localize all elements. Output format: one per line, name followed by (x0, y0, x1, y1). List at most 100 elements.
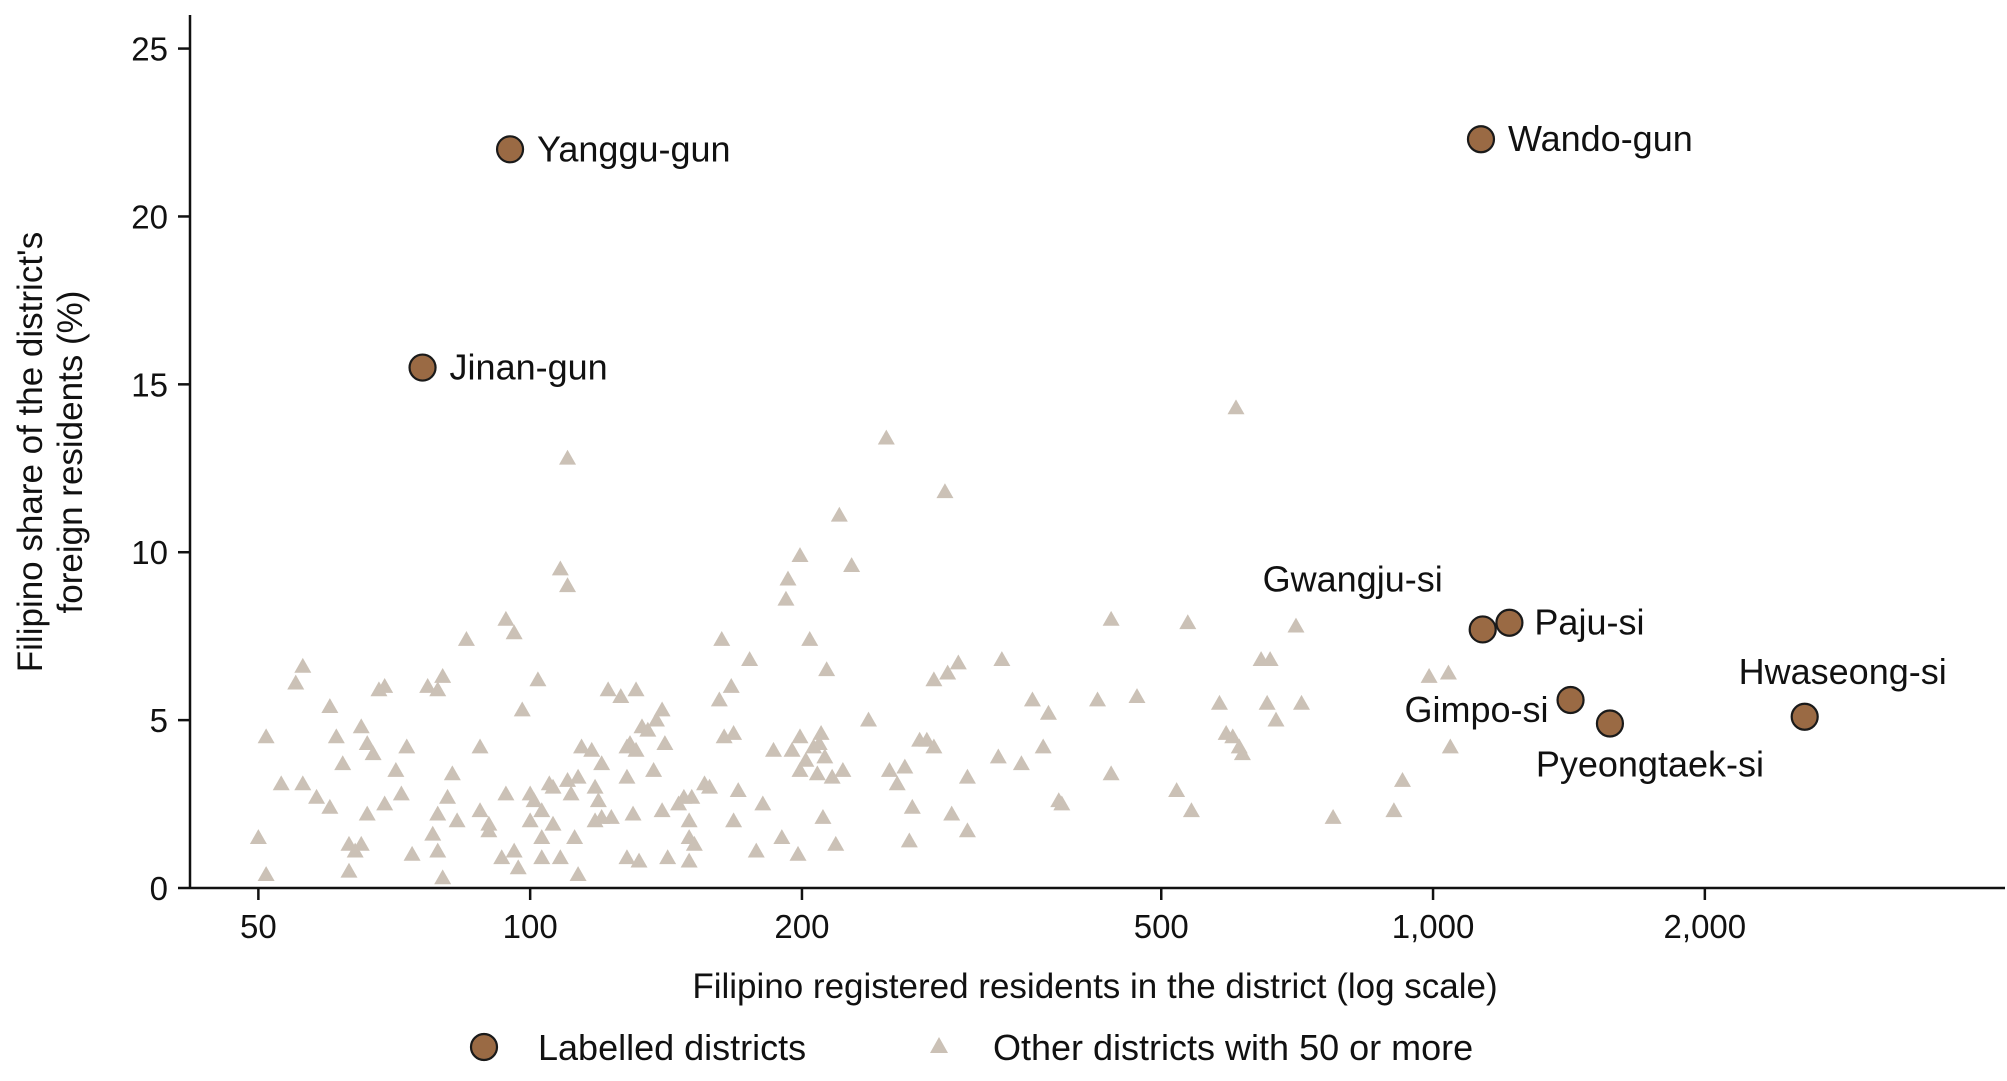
other-district-point (812, 725, 830, 740)
other-district-point (602, 808, 620, 824)
other-district-point (583, 741, 601, 757)
other-district-point (364, 745, 382, 761)
other-district-point (573, 738, 591, 754)
other-district-point (569, 768, 587, 784)
legend-other-marker (930, 1037, 948, 1053)
other-district-point (653, 701, 671, 717)
other-district-point (860, 711, 878, 727)
other-district-point (656, 735, 674, 750)
other-district-point (1224, 728, 1242, 744)
other-district-point (559, 449, 577, 465)
labelled-district-point (1495, 608, 1524, 637)
other-district-point (544, 778, 562, 794)
other-district-point (773, 829, 791, 845)
other-district-point (521, 812, 539, 828)
other-district-point (287, 674, 305, 690)
other-district-point (779, 570, 797, 586)
other-district-point (429, 681, 447, 697)
other-district-point (586, 778, 604, 794)
point-labels: Yanggu-gun Wando-gun Jinan-gun Gwangju-si Pa… (450, 118, 1947, 784)
y-tick-label: 0 (150, 870, 168, 907)
labelled-district-point (495, 135, 525, 164)
other-district-point (294, 775, 312, 791)
other-district-point (958, 822, 976, 838)
x-axis-label: Filipino registered residents in the dis… (692, 967, 1497, 1006)
other-district-point (352, 718, 370, 734)
other-district-point (659, 849, 677, 865)
other-district-point (680, 812, 698, 828)
point-label: Gimpo-si (1405, 689, 1549, 730)
other-district-point (533, 849, 551, 865)
labelled-district-point (1790, 702, 1819, 731)
other-district-point (653, 802, 671, 818)
other-district-point (443, 765, 461, 781)
x-axis-ticks: 50 100 200 500 1,000 2,000 (240, 888, 1746, 945)
other-district-point (439, 788, 457, 804)
other-district-point (789, 845, 807, 861)
other-district-point (1439, 664, 1457, 680)
other-district-point (533, 829, 551, 845)
other-district-point (505, 842, 523, 858)
other-district-point (741, 651, 759, 667)
other-district-point (376, 795, 394, 811)
other-district-point (509, 859, 527, 875)
y-tick-label: 5 (150, 702, 168, 739)
other-district-point (505, 624, 523, 640)
other-district-point (880, 761, 898, 777)
other-district-point (777, 590, 795, 606)
other-district-point (808, 765, 826, 781)
other-district-point (497, 785, 515, 801)
other-district-point (624, 805, 642, 821)
other-district-point (943, 805, 961, 821)
other-district-point (257, 728, 275, 744)
other-district-point (701, 778, 719, 794)
other-district-point (830, 506, 848, 522)
other-district-point (1039, 704, 1057, 720)
legend: Labelled districts Other districts with … (469, 1027, 1473, 1068)
other-district-point (593, 755, 611, 771)
other-district-point (896, 758, 914, 774)
other-district-point (358, 735, 376, 750)
other-district-point (618, 849, 636, 865)
labelled-district-point (1468, 615, 1497, 644)
other-district-point (877, 429, 895, 445)
other-districts-series (249, 399, 1459, 885)
other-district-point (725, 812, 743, 828)
other-district-point (797, 751, 815, 767)
other-district-point (843, 557, 861, 573)
other-district-point (533, 802, 551, 818)
other-district-point (713, 631, 731, 646)
other-district-point (989, 748, 1007, 764)
other-district-point (497, 610, 515, 626)
other-district-point (1179, 614, 1197, 630)
other-district-point (1324, 808, 1342, 824)
other-district-point (1441, 738, 1459, 754)
other-district-point (801, 631, 819, 646)
other-district-point (1233, 745, 1251, 761)
other-district-point (834, 761, 852, 777)
other-district-point (1261, 651, 1279, 667)
other-district-point (525, 792, 543, 808)
other-district-point (551, 560, 569, 576)
other-district-point (429, 805, 447, 821)
other-district-point (403, 845, 421, 861)
other-district-point (457, 631, 475, 646)
other-district-point (925, 738, 943, 754)
other-district-point (569, 866, 587, 881)
other-district-point (566, 829, 584, 845)
other-district-point (471, 802, 489, 818)
x-tick-label: 200 (774, 908, 829, 945)
point-label: Wando-gun (1508, 118, 1693, 159)
other-district-point (493, 849, 511, 865)
other-district-point (1182, 802, 1200, 818)
other-district-point (1210, 694, 1228, 710)
other-district-point (392, 785, 410, 801)
other-district-point (1053, 795, 1071, 811)
other-district-point (334, 755, 352, 771)
other-district-point (434, 869, 452, 885)
y-tick-label: 20 (131, 198, 168, 235)
other-district-point (1023, 691, 1041, 707)
other-district-point (308, 788, 326, 804)
point-label: Pyeongtaek-si (1536, 743, 1764, 784)
other-district-point (618, 768, 636, 784)
